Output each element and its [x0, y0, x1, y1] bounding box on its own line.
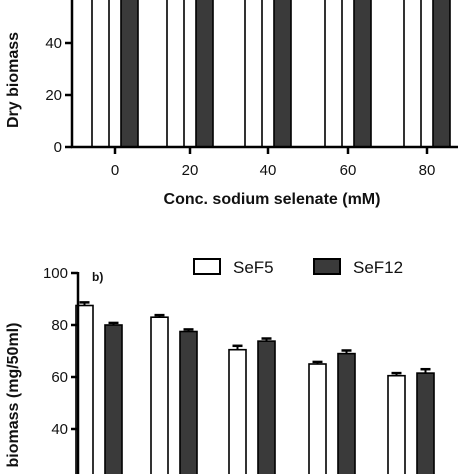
panel-a: 0 20 40 0 20 40 60 80 Dry biomass Conc. sodium… — [5, 0, 458, 208]
panel-b-bar-sef12-80 — [416, 372, 435, 474]
panel-a-y-tick-label-0: 0 — [54, 139, 62, 156]
panel-a-bar-sef5-20 — [166, 0, 185, 148]
panel-b-y-tick-label-80: 80 — [51, 317, 68, 334]
panel-b-y-axis-title: biomass (mg/50ml) — [5, 323, 22, 468]
panel-a-y-tick-label-40: 40 — [45, 35, 62, 52]
panel-b-bar-sef5-20 — [150, 316, 169, 474]
panel-b-y-tick-label-60: 60 — [51, 369, 68, 386]
panel-b-bar-sef5-60 — [308, 363, 327, 474]
panel-a-x-axis-title: Conc. sodium selenate (mM) — [164, 191, 381, 208]
panel-b-bar-sef12-60 — [337, 352, 356, 474]
legend-label-sef5: SeF5 — [233, 258, 274, 277]
panel-b-bar-sef12-0 — [104, 324, 123, 474]
panel-a-x-tick-label-20: 20 — [182, 162, 199, 179]
panel-a-x-tick-label-60: 60 — [340, 162, 357, 179]
legend-swatch-sef5 — [193, 258, 221, 275]
panel-a-bar-sef12-80 — [432, 0, 451, 148]
panel-b-y-tick-label-40: 40 — [51, 421, 68, 438]
panel-b-bar-sef12-20 — [179, 330, 198, 474]
panel-a-x-tick-label-0: 0 — [111, 162, 119, 179]
panel-a-bar-sef5-0 — [91, 0, 110, 148]
legend-swatch-sef12 — [313, 258, 341, 275]
panel-b-bar-sef12-40 — [257, 340, 276, 474]
panel-b-bar-sef5-40 — [228, 348, 247, 474]
panel-a-bar-sef5-40 — [244, 0, 263, 148]
panel-a-y-axis-title: Dry biomass — [5, 32, 22, 128]
panel-b-y-tick-label-100: 100 — [43, 265, 68, 282]
panel-a-bar-sef12-0 — [120, 0, 139, 148]
panel-a-y-tick-label-20: 20 — [45, 87, 62, 104]
legend-label-sef12: SeF12 — [353, 258, 403, 277]
panel-a-bar-sef12-60 — [353, 0, 372, 148]
panel-b-y-ticks: 40 60 80 100 — [43, 265, 78, 438]
panel-b-bars — [75, 301, 435, 474]
panel-a-x-tick-label-80: 80 — [419, 162, 436, 179]
panel-a-bars — [91, 0, 451, 148]
panel-b-legend: SeF5 SeF12 — [193, 258, 403, 277]
panel-b-label: b) — [92, 270, 103, 284]
panel-a-bar-sef5-80 — [403, 0, 422, 148]
panel-a-x-ticks: 0 20 40 60 80 — [111, 147, 436, 179]
panel-a-bar-sef12-40 — [273, 0, 292, 148]
panel-a-bar-sef5-60 — [324, 0, 343, 148]
panel-b-bar-sef5-80 — [387, 374, 406, 474]
panel-a-y-ticks: 0 20 40 — [45, 35, 72, 156]
panel-b: 40 60 80 100 biomass (mg/50ml) b) SeF5 SeF1… — [5, 258, 435, 474]
panel-a-x-tick-label-40: 40 — [260, 162, 277, 179]
panel-a-bar-sef12-20 — [195, 0, 214, 148]
